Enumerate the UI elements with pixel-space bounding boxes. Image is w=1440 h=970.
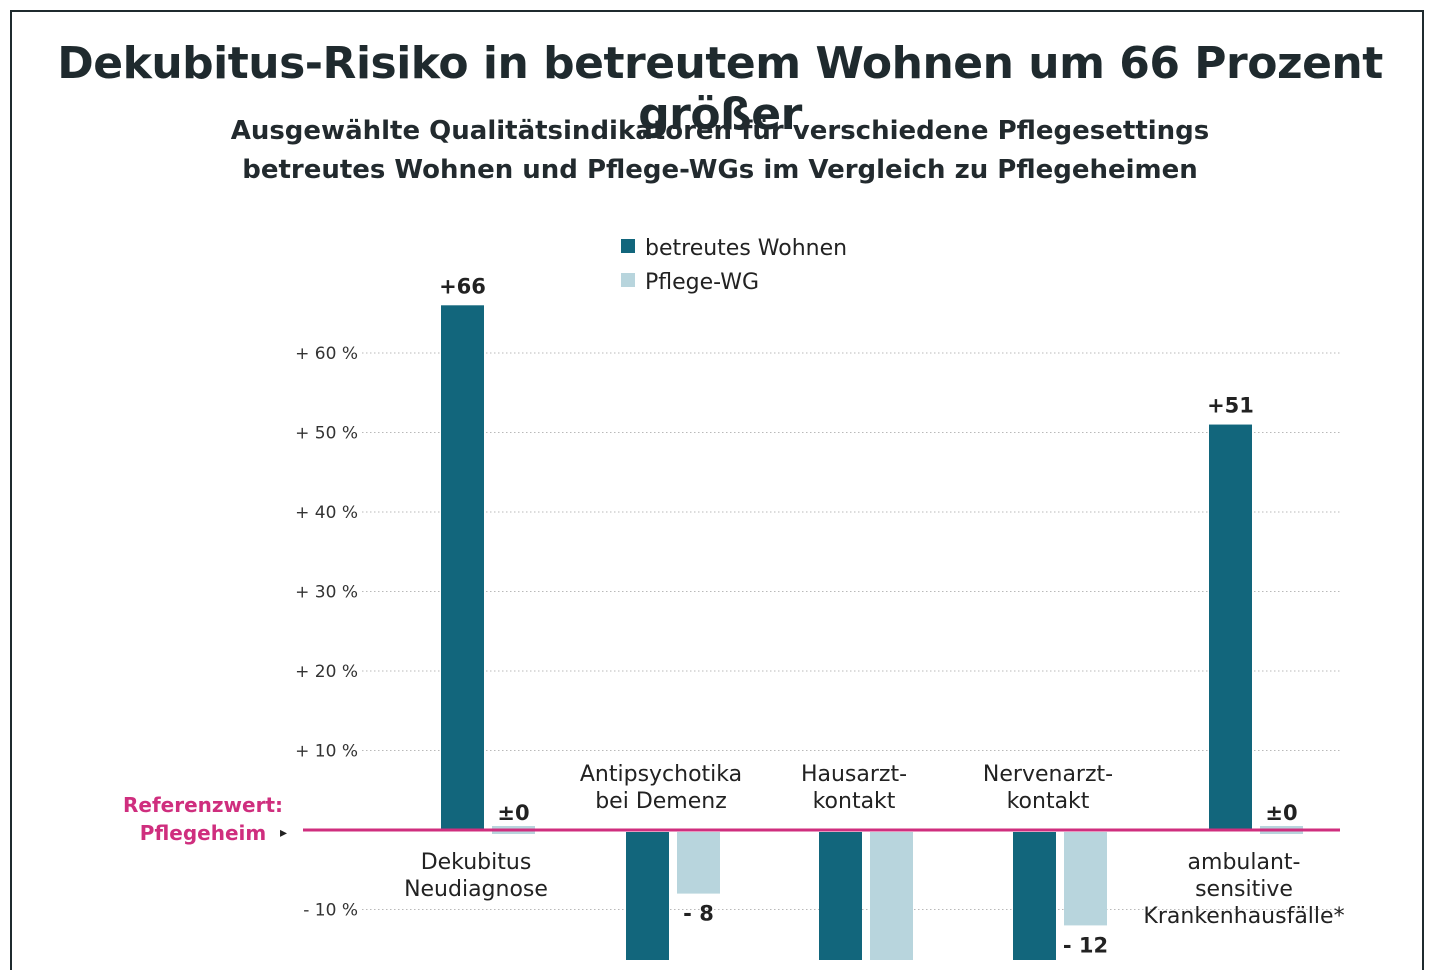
reference-label-line-2: Pflegeheim xyxy=(140,821,266,845)
legend-swatch-0 xyxy=(621,239,635,253)
y-tick-label-5: + 10 % xyxy=(295,742,358,762)
bar-pflege-wg-3 xyxy=(1064,832,1107,926)
chart-frame xyxy=(10,10,1424,970)
chart-title: Dekubitus-Risiko in betreutem Wohnen um … xyxy=(57,38,1383,140)
bar-betreutes-wohnen-2 xyxy=(819,832,862,960)
y-tick-label-0: + 60 % xyxy=(295,344,358,364)
y-tick-label-6: - 10 % xyxy=(303,901,358,921)
y-tick-label-2: + 40 % xyxy=(295,503,358,523)
category-label-2-line-0: Hausarzt- xyxy=(801,762,907,787)
legend-label-0: betreutes Wohnen xyxy=(645,236,847,261)
category-label-4-line-0: ambulant- xyxy=(1188,850,1301,875)
bar-betreutes-wohnen-1 xyxy=(626,832,669,960)
value-label-pflege-wg-3: - 12 xyxy=(1063,933,1108,957)
y-tick-label-1: + 50 % xyxy=(295,424,358,444)
value-label-betreutes-wohnen-4: +51 xyxy=(1207,394,1254,418)
value-label-pflege-wg-1: - 8 xyxy=(683,902,714,926)
category-label-1-line-1: bei Demenz xyxy=(595,789,727,814)
bar-pflege-wg-1 xyxy=(677,832,720,894)
category-label-0-line-1: Neudiagnose xyxy=(404,877,548,902)
category-label-3-line-1: kontakt xyxy=(1007,789,1090,814)
y-tick-label-3: + 30 % xyxy=(295,583,358,603)
category-label-3-line-0: Nervenarzt- xyxy=(983,762,1113,787)
bar-pflege-wg-2 xyxy=(870,832,913,960)
value-label-pflege-wg-4: ±0 xyxy=(1265,801,1297,825)
category-label-4-line-1: sensitive xyxy=(1195,877,1293,902)
bar-betreutes-wohnen-4 xyxy=(1209,424,1252,830)
chart-subtitle-line-2: betreutes Wohnen und Pflege-WGs im Vergl… xyxy=(242,155,1198,185)
category-label-2-line-1: kontakt xyxy=(813,789,896,814)
reference-label-line-1: Referenzwert: xyxy=(123,793,283,817)
legend-label-1: Pflege-WG xyxy=(645,270,759,295)
value-label-betreutes-wohnen-0: +66 xyxy=(439,274,486,298)
legend-swatch-1 xyxy=(621,273,635,287)
category-label-1-line-0: Antipsychotika xyxy=(580,762,742,787)
bar-betreutes-wohnen-3 xyxy=(1013,832,1056,960)
category-label-4-line-2: Krankenhausfälle* xyxy=(1143,904,1344,929)
category-label-0-line-0: Dekubitus xyxy=(421,850,532,875)
bar-betreutes-wohnen-0 xyxy=(441,305,484,830)
y-tick-label-4: + 20 % xyxy=(295,662,358,682)
value-label-pflege-wg-0: ±0 xyxy=(497,801,529,825)
chart-subtitle-line-1: Ausgewählte Qualitätsindikatoren für ver… xyxy=(230,116,1210,146)
reference-arrow: ▸ xyxy=(280,825,287,841)
